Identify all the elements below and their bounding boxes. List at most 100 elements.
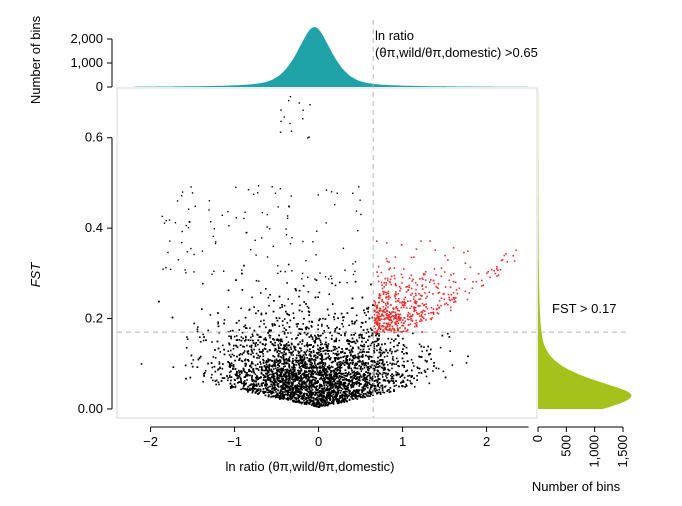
background-point <box>294 288 297 290</box>
background-point <box>262 379 265 381</box>
background-point <box>340 366 343 369</box>
background-point <box>301 398 304 400</box>
background-point <box>307 344 309 347</box>
background-point <box>265 388 268 390</box>
background-point <box>340 382 342 385</box>
background-point <box>306 380 308 383</box>
background-point <box>310 374 313 377</box>
background-point <box>352 398 355 400</box>
background-point <box>310 404 313 406</box>
background-point <box>319 383 321 386</box>
background-point <box>297 359 299 362</box>
background-point <box>319 392 322 394</box>
background-point <box>371 332 374 335</box>
background-point <box>338 361 340 364</box>
background-point <box>316 399 319 402</box>
background-point <box>360 370 363 372</box>
background-point <box>346 339 349 341</box>
background-point <box>403 366 405 368</box>
background-point <box>363 345 366 348</box>
background-point <box>333 372 336 375</box>
background-point <box>263 347 266 350</box>
background-point <box>232 348 235 350</box>
background-point <box>239 357 241 360</box>
background-point <box>223 319 226 321</box>
background-point <box>288 366 291 369</box>
background-point <box>299 378 302 381</box>
background-point <box>337 392 340 395</box>
background-point <box>356 367 359 370</box>
background-point <box>235 344 237 347</box>
background-point <box>314 339 316 342</box>
background-point <box>391 376 393 378</box>
background-point <box>292 367 295 369</box>
background-point <box>331 383 333 385</box>
background-point <box>351 320 353 323</box>
background-point <box>273 356 276 358</box>
background-point <box>379 386 381 389</box>
background-point <box>315 365 318 368</box>
background-point <box>272 384 274 386</box>
background-point <box>283 327 286 329</box>
background-point <box>349 384 352 387</box>
background-point <box>308 360 311 363</box>
background-point <box>310 335 312 338</box>
background-point <box>357 361 359 363</box>
background-point <box>362 374 365 376</box>
background-point <box>332 380 334 383</box>
background-point <box>359 368 362 370</box>
background-point <box>321 354 324 357</box>
background-point <box>220 380 223 382</box>
background-point <box>290 391 293 393</box>
background-point <box>294 387 297 389</box>
background-point <box>393 390 395 392</box>
background-point <box>262 355 265 358</box>
background-point <box>266 365 269 368</box>
background-point <box>276 383 279 385</box>
background-point <box>242 345 244 348</box>
background-point <box>267 360 270 362</box>
background-point <box>332 378 334 380</box>
background-point <box>315 391 318 394</box>
background-point <box>344 378 346 381</box>
background-point <box>213 365 216 368</box>
background-point <box>376 361 379 363</box>
background-point <box>289 346 292 349</box>
background-point <box>292 399 294 402</box>
background-point <box>352 357 355 359</box>
background-point <box>363 367 366 369</box>
background-point <box>212 356 215 358</box>
background-point <box>324 343 326 346</box>
background-point <box>338 375 341 377</box>
background-point <box>217 381 220 384</box>
background-point <box>328 293 330 296</box>
background-point <box>312 391 314 394</box>
background-point <box>327 356 329 359</box>
background-point <box>377 391 379 394</box>
background-point <box>391 362 394 365</box>
background-point <box>319 339 322 342</box>
background-point <box>376 392 378 395</box>
background-point <box>304 362 307 364</box>
background-point <box>321 343 323 345</box>
background-point <box>239 377 242 379</box>
background-point <box>293 395 295 397</box>
background-point <box>366 391 369 393</box>
background-point <box>393 345 395 348</box>
background-point <box>369 391 371 393</box>
background-point <box>272 381 274 384</box>
background-point <box>223 353 226 356</box>
background-point <box>307 374 309 376</box>
background-point <box>259 355 261 358</box>
background-point <box>262 390 264 393</box>
background-point <box>319 405 322 407</box>
background-point <box>317 335 320 337</box>
background-point <box>230 337 232 340</box>
background-point <box>330 395 332 397</box>
background-point <box>282 356 285 358</box>
background-point <box>313 340 315 342</box>
background-point <box>369 327 372 330</box>
background-point <box>383 368 386 371</box>
background-point <box>371 364 373 366</box>
background-point <box>308 311 311 313</box>
